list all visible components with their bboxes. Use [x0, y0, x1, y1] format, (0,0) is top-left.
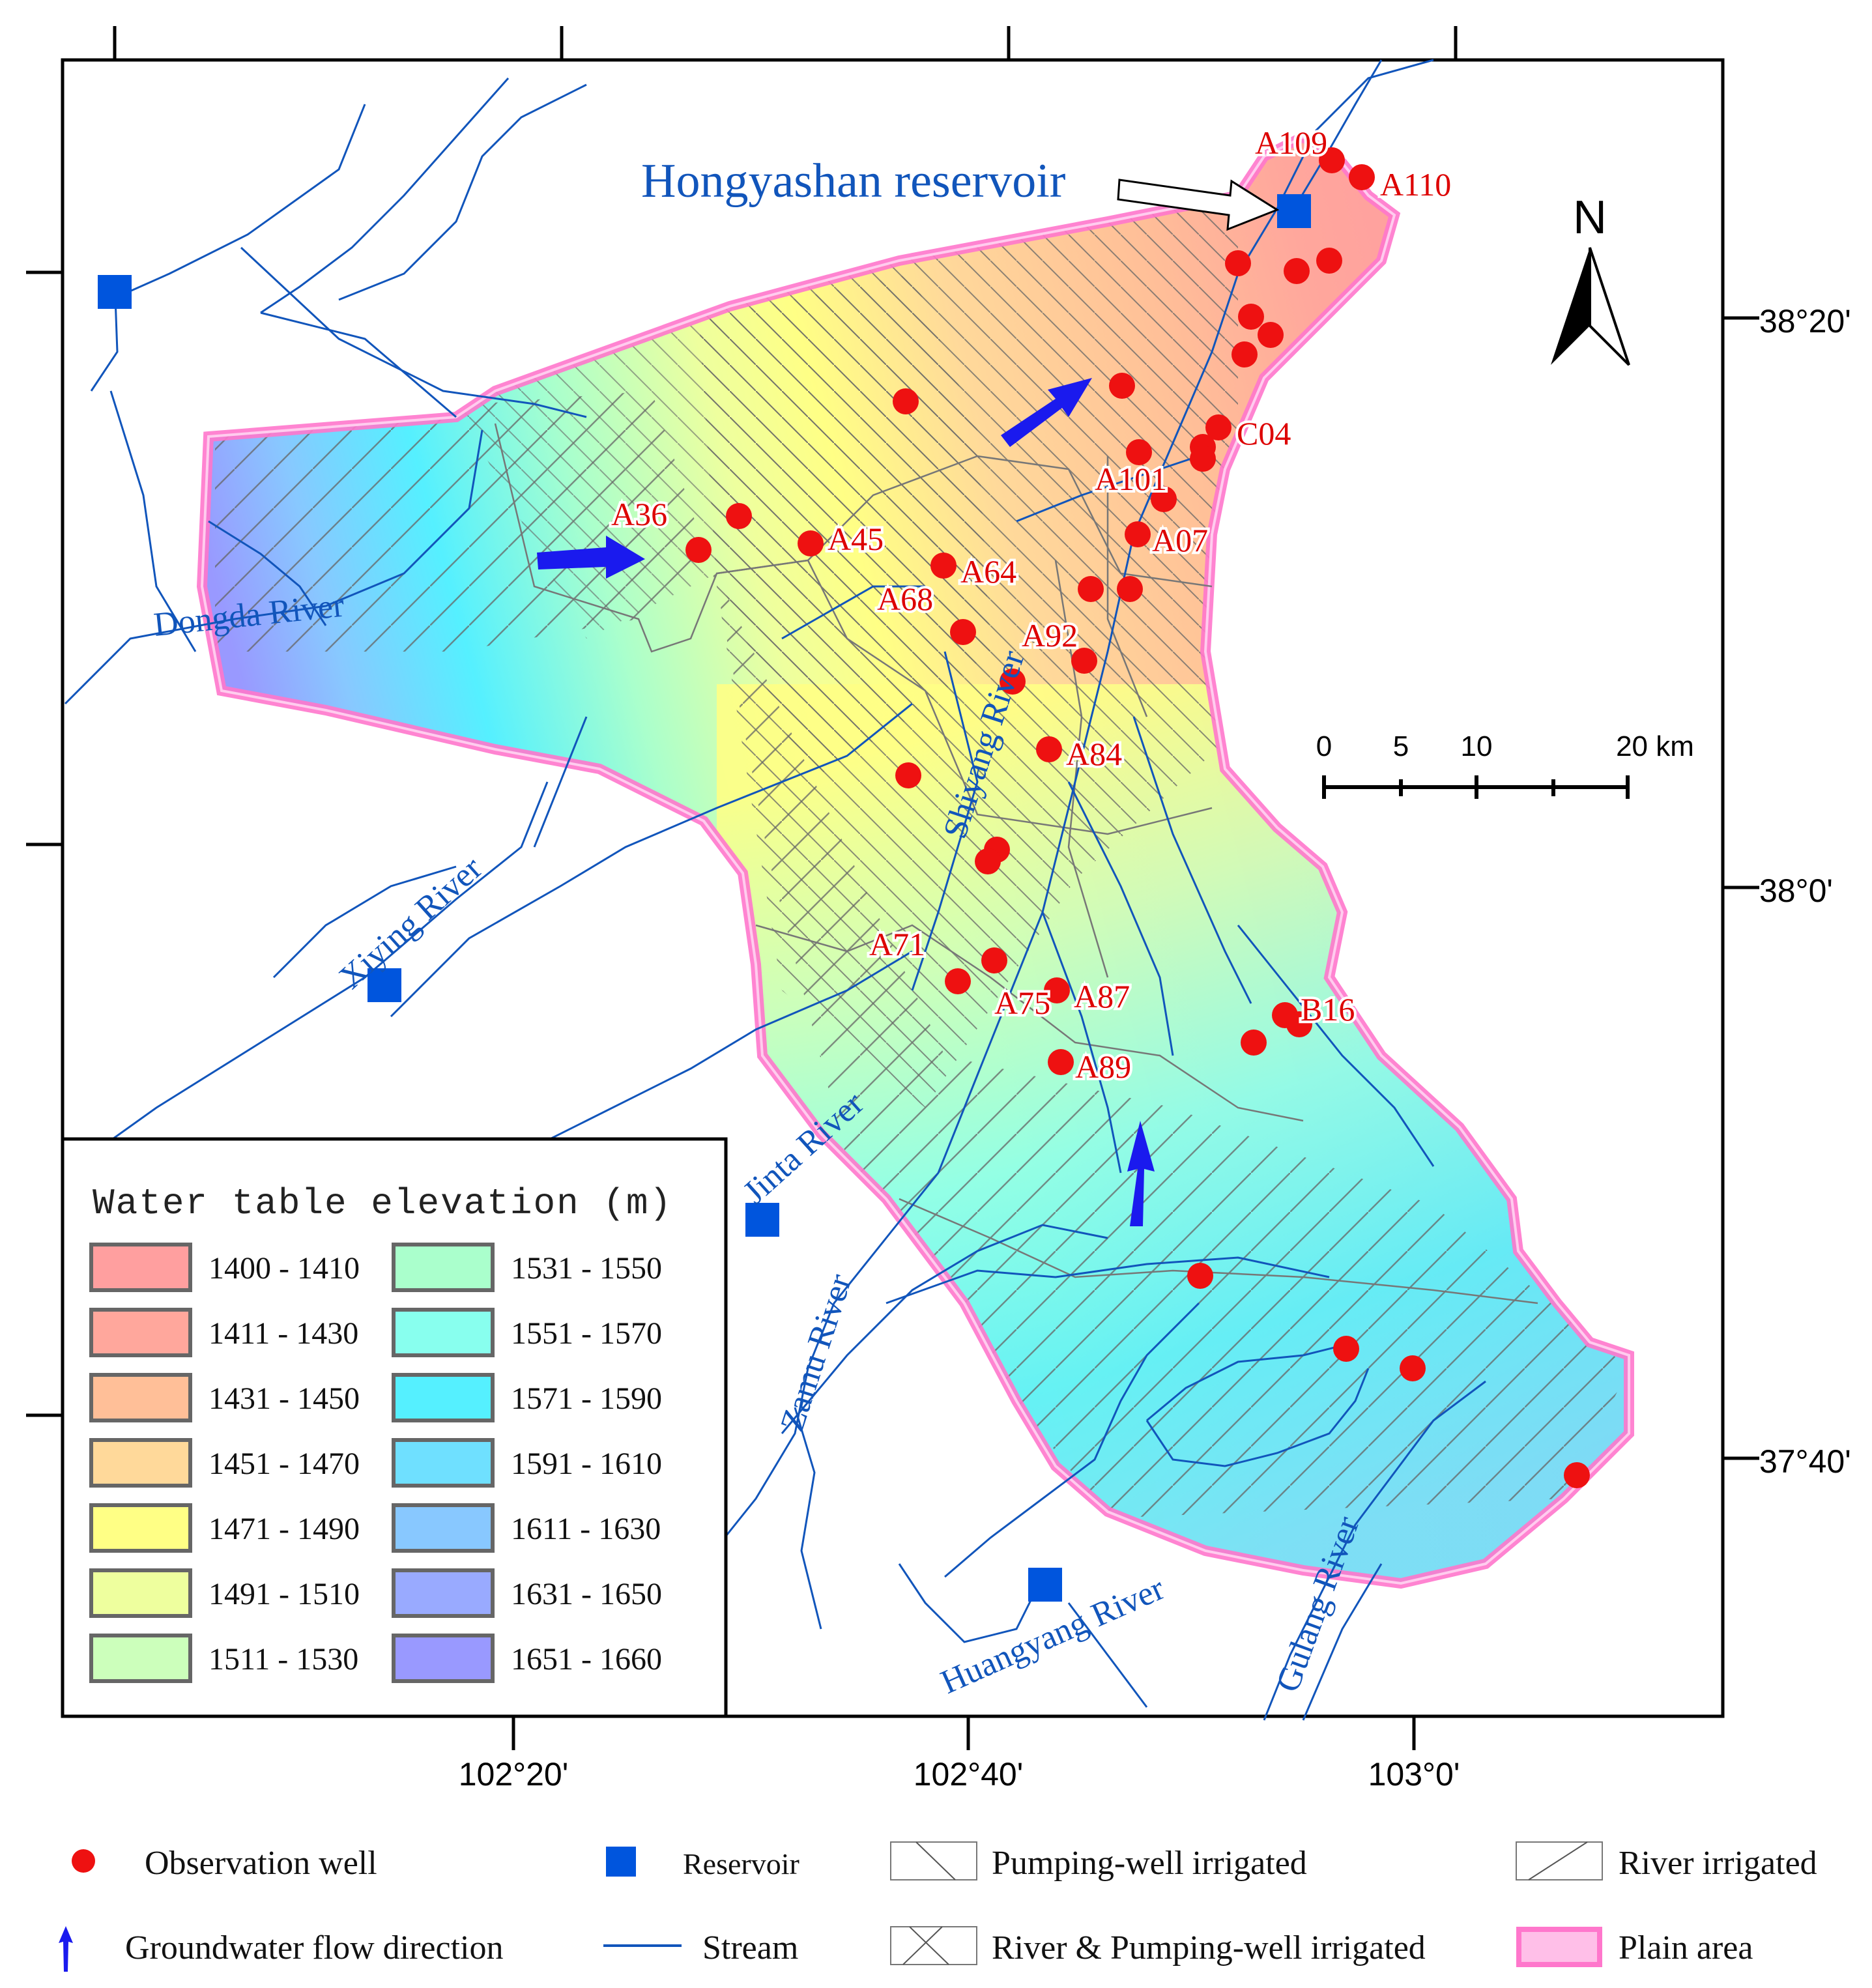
legend-swatch: [392, 1568, 495, 1618]
legend-class-label: 1611 - 1630: [511, 1512, 661, 1546]
observation-wells: [685, 147, 1590, 1488]
well-label: A45: [828, 521, 884, 557]
legend-swatch: [392, 1503, 495, 1553]
legend-class-label: 1551 - 1570: [511, 1316, 662, 1351]
legend-class-label: 1431 - 1450: [209, 1381, 360, 1416]
reservoir-marker: [367, 968, 401, 1002]
north-label: N: [1573, 192, 1607, 244]
map-canvas: N 0 5 10 20 km Hongyashan reservoir 38°2…: [26, 26, 1851, 1793]
legend-class-label: 1451 - 1470: [209, 1447, 360, 1481]
legend-swatch: [89, 1243, 192, 1292]
legend-class-label: 1631 - 1650: [511, 1577, 662, 1611]
legend-title: Water table elevation (m): [93, 1183, 672, 1224]
legend-swatch: [89, 1634, 192, 1683]
legend-river-irrigated: River irrigated: [1619, 1845, 1817, 1882]
reservoir-marker: [745, 1203, 779, 1237]
well-label: A87: [1074, 978, 1130, 1015]
reservoir-marker: [1277, 194, 1311, 228]
legend-swatch: [392, 1243, 495, 1292]
well-label: A89: [1075, 1048, 1131, 1085]
legend-swatch: [392, 1438, 495, 1488]
well-label: A92: [1022, 617, 1078, 654]
graticule-ticks: [26, 26, 1759, 1750]
legend-swatch: [392, 1634, 495, 1683]
plain-area-icon: [1516, 1927, 1602, 1967]
legend-pumping: Pumping-well irrigated: [992, 1845, 1307, 1882]
river-pumping-irrigated-icon: [890, 1926, 977, 1965]
well-label: C04: [1237, 415, 1291, 452]
reservoir-icon: [606, 1847, 636, 1877]
well-labels: A109 A110 C04 A101 A07 A36 A45 A64 A68 A…: [609, 122, 1454, 1088]
lat-label: 38°0': [1759, 872, 1833, 909]
reservoir-callout-arrow: [1117, 179, 1280, 231]
flow-arrow-icon: [59, 1926, 73, 1972]
well-label: A36: [611, 496, 667, 532]
lon-label: 102°40': [914, 1756, 1024, 1793]
legend-swatch: [89, 1438, 192, 1488]
legend-class-label: 1511 - 1530: [209, 1642, 358, 1677]
reservoir-title: Hongyashan reservoir: [641, 154, 1065, 208]
legend-flow: Groundwater flow direction: [125, 1929, 504, 1966]
scale-bar: 0 5 10 20 km: [1316, 730, 1694, 799]
scale-tick: 5: [1393, 730, 1409, 762]
well-label: A109: [1255, 124, 1327, 161]
river-irrigated-icon: [1516, 1841, 1603, 1880]
lat-label: 37°40': [1759, 1443, 1851, 1480]
streams: [64, 59, 1486, 1721]
well-label: A64: [960, 553, 1016, 590]
legend-class-label: 1651 - 1660: [511, 1642, 662, 1677]
legend-class-label: 1531 - 1550: [511, 1251, 662, 1286]
legend-class-label: 1491 - 1510: [209, 1577, 360, 1611]
reservoirs: [98, 194, 1311, 1602]
groundwater-flow-arrows: [537, 378, 1155, 1226]
legend-swatch: [89, 1308, 192, 1357]
well-label: B16: [1301, 991, 1355, 1028]
legend-class-label: 1571 - 1590: [511, 1381, 662, 1416]
scale-tick: 20 km: [1616, 730, 1694, 762]
well-label: A71: [869, 926, 925, 962]
district-boundaries: [494, 423, 1538, 1304]
well-label: A110: [1380, 166, 1451, 203]
legend-observation-well: Observation well: [145, 1845, 377, 1882]
water-table-legend: Water table elevation (m) 1400 - 1410 141…: [61, 1137, 728, 1718]
river-irrigated-zone: [215, 391, 1629, 1518]
north-arrow: N: [1551, 192, 1630, 366]
well-label: A101: [1095, 461, 1167, 497]
legend-class-label: 1591 - 1610: [511, 1447, 662, 1481]
well-label: A68: [877, 581, 933, 617]
well-label: A75: [994, 985, 1050, 1021]
observation-well-icon: [72, 1849, 95, 1873]
pumping-irrigated-icon: [890, 1841, 977, 1880]
coordinate-labels: 38°20' 38°0' 37°40' 102°20' 102°40' 103°…: [459, 303, 1851, 1793]
legend-stream: Stream: [702, 1929, 799, 1966]
lon-label: 102°20': [459, 1756, 569, 1793]
well-label: A84: [1066, 736, 1122, 772]
legend-reservoir: Reservoir: [683, 1847, 799, 1880]
reservoir-marker: [1028, 1568, 1062, 1602]
legend-swatch: [89, 1568, 192, 1618]
stream-icon: [603, 1944, 682, 1947]
legend-swatch: [392, 1373, 495, 1422]
legend-class-label: 1400 - 1410: [209, 1251, 360, 1286]
legend-river-pumping: River & Pumping-well irrigated: [992, 1929, 1426, 1966]
legend-swatch: [89, 1503, 192, 1553]
legend-swatch: [89, 1373, 192, 1422]
legend-swatch: [392, 1308, 495, 1357]
well-label: A07: [1152, 522, 1208, 558]
legend-class-label: 1471 - 1490: [209, 1512, 360, 1546]
legend-class-label: 1411 - 1430: [209, 1316, 358, 1351]
legend-plain: Plain area: [1619, 1929, 1753, 1966]
lat-label: 38°20': [1759, 303, 1851, 339]
scale-tick: 0: [1316, 730, 1332, 762]
scale-tick: 10: [1461, 730, 1493, 762]
bottom-legend: Observation well Reservoir Pumping-well …: [0, 1798, 1872, 1988]
reservoir-marker: [98, 275, 132, 309]
lon-label: 103°0': [1368, 1756, 1460, 1793]
